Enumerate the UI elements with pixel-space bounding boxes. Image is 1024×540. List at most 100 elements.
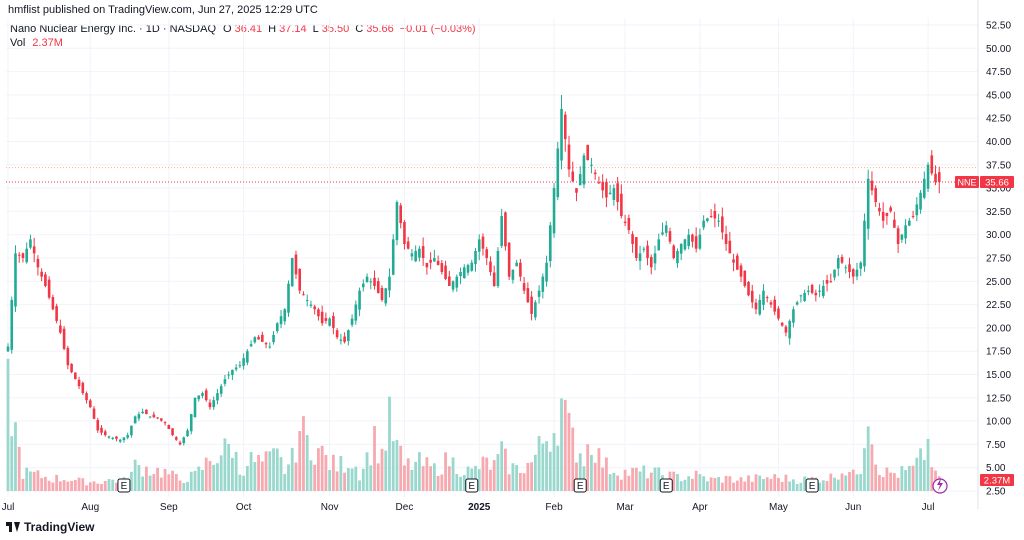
y-axis[interactable]: 52.50 50.00 47.50 45.00 42.50 40.00 37.50 35.00… — [977, 0, 1011, 509]
candle-body — [156, 417, 159, 419]
candle — [148, 416, 152, 419]
volume-bar — [451, 457, 455, 491]
volume-label[interactable]: Vol — [10, 37, 26, 49]
volume-bar — [88, 482, 92, 491]
candle-body — [242, 358, 245, 366]
candle-body — [444, 265, 447, 279]
volume-bar — [313, 464, 317, 491]
candle-body — [212, 400, 215, 408]
y-tick-label: 17.50 — [986, 347, 1011, 358]
volume-bar — [395, 439, 399, 491]
earnings-marker[interactable]: E — [805, 478, 819, 493]
earnings-marker[interactable]: E — [573, 478, 587, 493]
x-axis[interactable]: Jul Aug Sep Oct Nov Dec 2025 Feb Mar Apr May Jun Jul — [2, 502, 935, 513]
volume-bar — [440, 474, 444, 491]
candle-body — [537, 290, 541, 297]
candle — [290, 257, 294, 287]
symbol-title[interactable]: Nano Nuclear Energy Inc. · 1D · NASDAQ — [10, 23, 217, 35]
volume-bar — [361, 468, 365, 491]
candle-body — [451, 281, 455, 290]
volume-bar — [638, 471, 642, 491]
volume-bar — [777, 477, 780, 491]
volume-bar — [92, 481, 96, 491]
volume-bar — [758, 475, 762, 491]
volume-bar — [833, 477, 836, 491]
y-tick-label: 52.50 — [986, 21, 1011, 32]
volume-bar — [391, 441, 395, 491]
dividend-marker[interactable] — [932, 478, 948, 494]
volume-bar — [227, 443, 231, 491]
tradingview-brand[interactable]: TradingView — [6, 520, 94, 534]
volume-bar — [148, 475, 152, 491]
candle-body — [807, 290, 810, 292]
x-tick-label: Jul — [922, 502, 935, 513]
candle-body — [519, 262, 522, 277]
candle-body — [40, 271, 43, 277]
earnings-marker[interactable]: E — [117, 478, 131, 493]
volume-bar — [537, 436, 541, 491]
candle-body — [403, 221, 406, 245]
candle — [908, 217, 911, 227]
candle-body — [481, 236, 485, 249]
volume-bar — [679, 481, 683, 491]
candle — [507, 242, 511, 280]
candle — [474, 248, 477, 272]
candle — [216, 389, 219, 405]
volume-bar — [81, 478, 85, 491]
volume-bar — [279, 457, 283, 491]
volume-bar — [137, 465, 141, 491]
candle — [193, 397, 197, 418]
volume-bar — [193, 470, 197, 491]
candle — [459, 267, 462, 285]
last-price-label: 35.66 — [985, 177, 1009, 188]
candle-body — [616, 183, 619, 203]
candle — [590, 157, 593, 174]
candle-body — [661, 232, 664, 235]
candle-body — [833, 269, 836, 278]
volume-bar — [904, 470, 907, 491]
price-chart[interactable]: E E E E E 52.50 50.00 47.50 45.00 42.50 40.00 37.5… — [0, 0, 1024, 515]
candle — [137, 411, 141, 421]
earnings-marker-label: E — [577, 481, 584, 492]
candle — [234, 364, 238, 372]
candle — [713, 203, 717, 228]
earnings-marker-box — [465, 478, 479, 493]
candle-body — [721, 216, 724, 233]
candle-body — [152, 414, 156, 418]
volume-bar — [25, 467, 29, 491]
volume-bar — [429, 466, 433, 491]
candle — [294, 250, 298, 279]
candle-body — [930, 155, 934, 174]
earnings-marker[interactable]: E — [465, 478, 479, 493]
candle — [126, 432, 129, 440]
candle-body — [885, 212, 889, 217]
volume-bar — [133, 459, 137, 491]
change-value: −0.01 (−0.03%) — [399, 23, 476, 35]
candle — [384, 287, 388, 307]
volume-bar — [623, 469, 627, 491]
candle-body — [904, 225, 907, 239]
volume-bar — [735, 480, 739, 491]
candle-body — [810, 285, 814, 293]
candles — [6, 94, 941, 446]
candle — [810, 283, 814, 295]
candle-body — [100, 427, 103, 433]
candle — [287, 280, 290, 317]
volume-bar — [403, 465, 406, 491]
candle — [496, 247, 500, 289]
candle-body — [874, 188, 877, 203]
candle-body — [440, 263, 444, 272]
candle — [175, 436, 178, 441]
symbol-price-badge[interactable]: NNE 35.66 — [955, 175, 1014, 189]
earnings-marker[interactable]: E — [659, 478, 673, 493]
candle — [575, 188, 578, 202]
candle — [362, 279, 365, 292]
candle — [118, 438, 122, 444]
candle — [380, 285, 384, 302]
volume-bar — [578, 453, 582, 491]
volume-bar — [283, 473, 287, 491]
candle-body — [44, 274, 47, 286]
candle — [36, 255, 40, 276]
candle — [145, 409, 148, 415]
candle-body — [612, 188, 616, 201]
